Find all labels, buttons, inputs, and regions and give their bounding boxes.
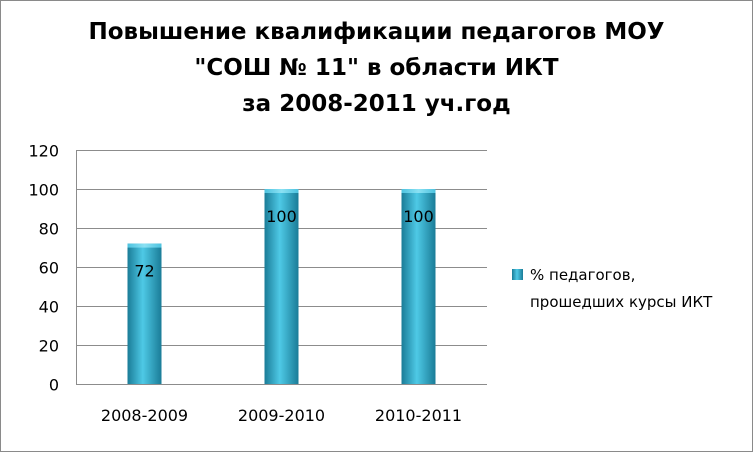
legend-label-line-2: прошедших курсы ИКТ [530, 293, 713, 311]
x-tick-label-2008-2009: 2008-2009 [101, 406, 188, 425]
chart-title-line-3: за 2008-2011 уч.год [242, 91, 511, 117]
data-label-2010-2011: 100 [403, 207, 434, 226]
bar-2008-2009 [127, 243, 162, 384]
y-tick-labels: 0 20 40 60 80 100 120 [28, 142, 59, 395]
y-tick-label: 80 [39, 220, 59, 239]
x-tick-label-2009-2010: 2009-2010 [238, 406, 325, 425]
y-tick-label: 20 [39, 337, 59, 356]
bar-2010-2011 [401, 189, 436, 384]
bar-top-2010-2011 [401, 189, 436, 193]
y-tick-label: 60 [39, 259, 59, 278]
y-tick-label: 120 [28, 142, 59, 161]
y-tick-label: 40 [39, 298, 59, 317]
bar-top-2009-2010 [264, 189, 299, 193]
x-tick-label-2010-2011: 2010-2011 [375, 406, 462, 425]
bar-2009-2010 [264, 189, 299, 384]
chart-title-line-1: Повышение квалификации педагогов МОУ [88, 19, 665, 45]
y-tick-label: 100 [28, 181, 59, 200]
legend-label-line-1: % педагогов, [530, 266, 636, 284]
chart-title: Повышение квалификации педагогов МОУ "СО… [0, 14, 753, 122]
bar-top-2008-2009 [127, 243, 162, 248]
data-label-2009-2010: 100 [266, 207, 297, 226]
chart-title-line-2: "СОШ № 11" в области ИКТ [194, 55, 559, 81]
legend-key-series-1 [512, 269, 523, 280]
y-tick-label: 0 [49, 376, 59, 395]
data-labels: 72 100 100 [134, 207, 433, 281]
legend-label-series-1: % педагогов, прошедших курсы ИКТ [530, 262, 745, 316]
x-tick-labels: 2008-2009 2009-2010 2010-2011 [101, 406, 462, 425]
bars [127, 189, 436, 384]
data-label-2008-2009: 72 [134, 262, 154, 281]
